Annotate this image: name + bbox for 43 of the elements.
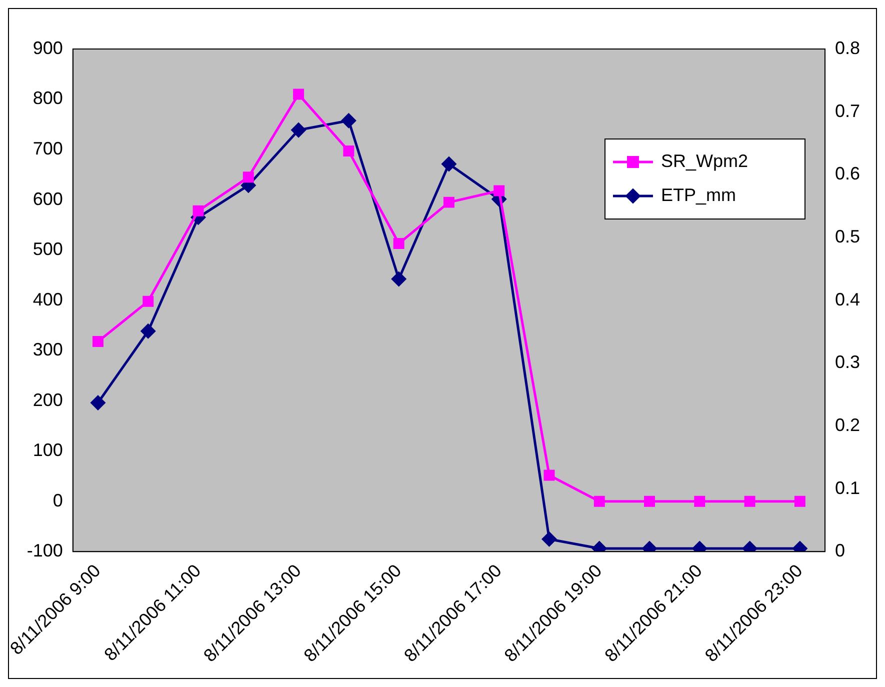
y2-tick-label: 0.3 bbox=[834, 352, 860, 372]
y-tick-label: 800 bbox=[32, 88, 63, 108]
point bbox=[794, 496, 806, 507]
y2-tick-label: 0.7 bbox=[834, 100, 860, 121]
point bbox=[544, 470, 555, 481]
legend-label: SR_Wpm2 bbox=[660, 150, 748, 171]
point bbox=[92, 336, 104, 348]
y-tick-label: 100 bbox=[32, 440, 63, 460]
legend-label: ETP_mm bbox=[660, 184, 736, 205]
y2-tick-label: 0.8 bbox=[834, 38, 860, 58]
y-tick-label: 500 bbox=[32, 239, 63, 260]
y-tick-label: 700 bbox=[32, 138, 63, 158]
point bbox=[140, 324, 156, 338]
point bbox=[343, 146, 354, 157]
point bbox=[694, 496, 706, 507]
y-tick-label: 200 bbox=[32, 390, 63, 410]
point bbox=[393, 238, 404, 250]
y2-tick-label: 0.5 bbox=[834, 226, 860, 246]
y2-tick-label: 0.2 bbox=[834, 414, 860, 435]
point bbox=[744, 496, 756, 507]
point bbox=[192, 205, 204, 216]
point bbox=[142, 296, 154, 307]
point bbox=[594, 496, 605, 507]
y-tick-label: -100 bbox=[26, 540, 63, 561]
point bbox=[341, 113, 356, 128]
y-tick-label: 600 bbox=[32, 188, 63, 209]
y-tick-label: 0 bbox=[52, 490, 63, 510]
point bbox=[90, 396, 106, 410]
point bbox=[442, 156, 456, 172]
point bbox=[392, 272, 406, 286]
y-tick-label: 900 bbox=[32, 38, 63, 58]
y2-tick-label: 0.1 bbox=[834, 478, 860, 498]
point bbox=[443, 196, 454, 208]
y-tick-label: 400 bbox=[32, 289, 63, 310]
point bbox=[644, 496, 655, 507]
point bbox=[242, 172, 254, 183]
y-tick-label: 300 bbox=[32, 340, 63, 360]
y2-tick-label: 0 bbox=[834, 540, 845, 561]
y2-tick-label: 0.4 bbox=[834, 289, 860, 310]
point bbox=[494, 185, 505, 196]
point bbox=[293, 88, 304, 100]
point bbox=[291, 122, 306, 138]
y2-tick-label: 0.6 bbox=[834, 164, 860, 184]
